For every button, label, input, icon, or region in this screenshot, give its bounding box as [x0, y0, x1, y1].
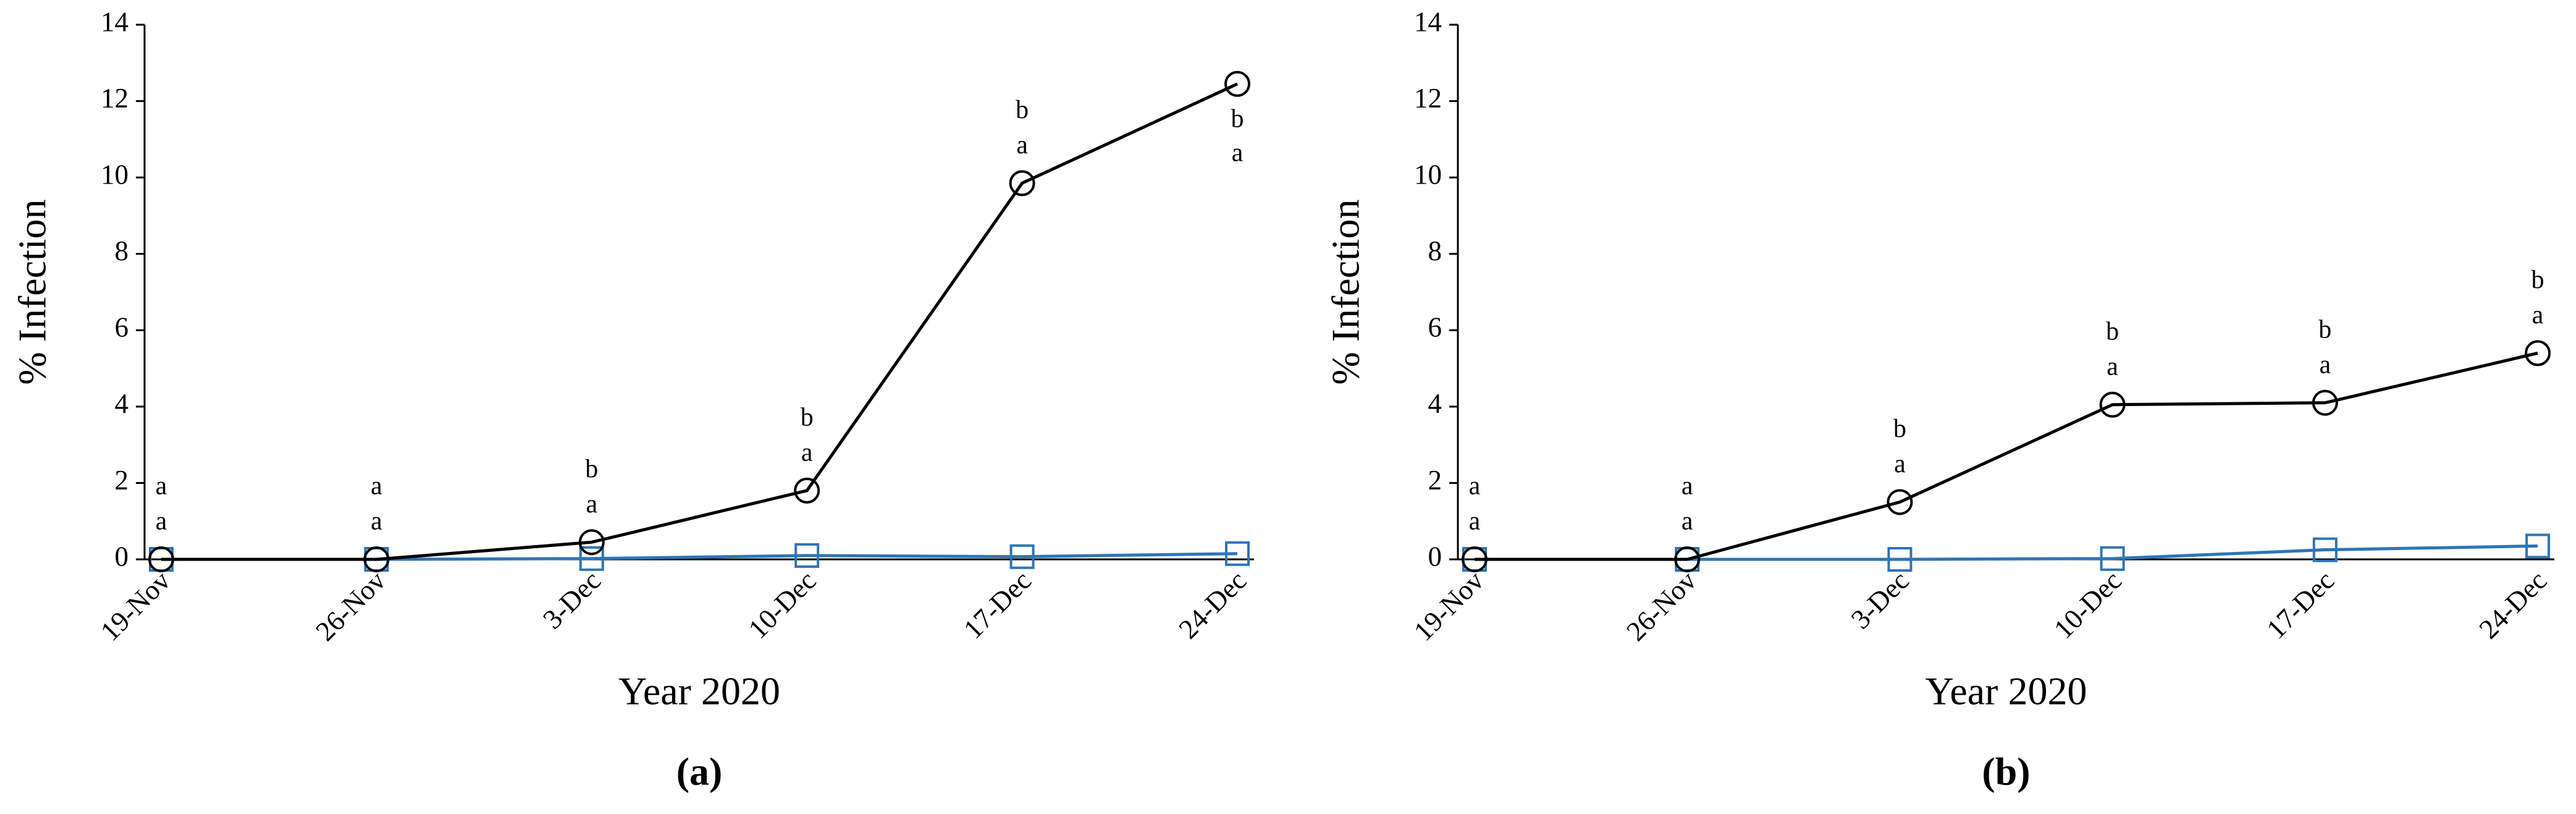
y-tick-label: 12 [101, 83, 128, 114]
marker [578, 529, 605, 556]
significance-letter: a [371, 507, 382, 536]
y-tick-label: 6 [1428, 312, 1442, 343]
x-tick-label: 19-Nov [95, 565, 177, 647]
x-axis-title: Year 2020 [1926, 669, 2087, 713]
significance-letter: a [1894, 450, 1906, 478]
marker [2100, 546, 2125, 571]
significance-letter: b [2106, 317, 2119, 346]
marker [1009, 170, 1035, 197]
y-tick-label: 6 [115, 312, 129, 343]
significance-letter: a [1232, 138, 1244, 167]
marker [1224, 70, 1250, 97]
marker [579, 546, 604, 571]
x-tick-label: 3-Dec [537, 565, 607, 635]
x-tick-label: 24-Dec [2473, 565, 2553, 645]
significance-letter: b [585, 455, 598, 483]
series-line [161, 82, 1239, 561]
significance-letter: b [2532, 266, 2544, 294]
marker [2525, 340, 2551, 367]
marker [2099, 391, 2126, 418]
x-tick-label: 26-Nov [309, 565, 392, 647]
y-tick-label: 10 [1414, 159, 1442, 190]
x-tick-label: 26-Nov [1620, 565, 1703, 647]
y-tick-label: 8 [1428, 235, 1442, 266]
marker [1225, 541, 1250, 566]
y-axis-title: % Infection [11, 199, 54, 384]
x-tick-label: 10-Dec [2048, 565, 2128, 645]
significance-letter: a [156, 507, 167, 536]
marker [2312, 389, 2338, 416]
significance-letter: a [1016, 131, 1028, 159]
marker [148, 546, 174, 572]
y-axis-title: % Infection [1324, 199, 1368, 384]
significance-letter: b [1231, 104, 1244, 133]
significance-letter: a [586, 490, 597, 519]
x-tick-label: 19-Nov [1408, 565, 1490, 647]
significance-letter: a [1682, 472, 1693, 501]
x-tick-label: 10-Dec [743, 565, 822, 645]
y-tick-label: 2 [115, 465, 129, 496]
significance-letter: a [801, 438, 813, 467]
y-tick-label: 12 [1414, 83, 1442, 114]
marker [1462, 546, 1488, 572]
significance-letter: b [1893, 415, 1906, 443]
x-tick-label: 17-Dec [2260, 565, 2340, 645]
significance-letter: a [156, 472, 167, 501]
x-tick-label: 3-Dec [1845, 565, 1915, 635]
significance-letter: b [2318, 315, 2331, 344]
significance-letter: b [801, 403, 814, 431]
y-tick-label: 14 [1414, 6, 1442, 37]
significance-letter: a [2319, 350, 2331, 379]
panel-label: (b) [1982, 750, 2030, 794]
marker [1009, 544, 1035, 569]
marker [1887, 489, 1913, 515]
marker [363, 546, 390, 572]
y-tick-label: 8 [115, 235, 129, 266]
marker [794, 477, 820, 504]
chart: 0 2 4 6 8 10 12 14 19-Nov 26-Nov 3-Dec 10-Dec 17-Dec… [11, 6, 1254, 794]
marker [2525, 533, 2550, 559]
series-line [1475, 544, 2538, 561]
significance-letter: b [1016, 96, 1029, 124]
marker [2312, 537, 2338, 562]
significance-letter: a [1682, 507, 1693, 536]
y-tick-label: 4 [1428, 388, 1442, 419]
y-tick-label: 0 [1428, 541, 1442, 572]
significance-letter: a [1469, 507, 1481, 536]
significance-letter: a [2532, 301, 2544, 329]
panel-label: (a) [676, 750, 723, 794]
y-tick-label: 14 [101, 6, 128, 37]
marker [1887, 547, 1913, 572]
series-line [1475, 351, 2538, 561]
y-tick-label: 0 [115, 541, 129, 572]
y-tick-label: 4 [115, 388, 129, 419]
y-tick-label: 10 [101, 159, 128, 190]
significance-letter: a [1469, 472, 1481, 501]
marker [794, 543, 820, 568]
significance-letter: a [2107, 352, 2118, 381]
x-tick-label: 17-Dec [958, 565, 1037, 645]
chart: 0 2 4 6 8 10 12 14 19-Nov 26-Nov 3-Dec 10-Dec 17-Dec… [1324, 6, 2554, 794]
significance-letter: a [371, 472, 382, 501]
y-tick-label: 2 [1428, 465, 1442, 496]
x-tick-label: 24-Dec [1172, 565, 1252, 645]
marker [1674, 546, 1701, 572]
x-axis-title: Year 2020 [618, 669, 780, 713]
